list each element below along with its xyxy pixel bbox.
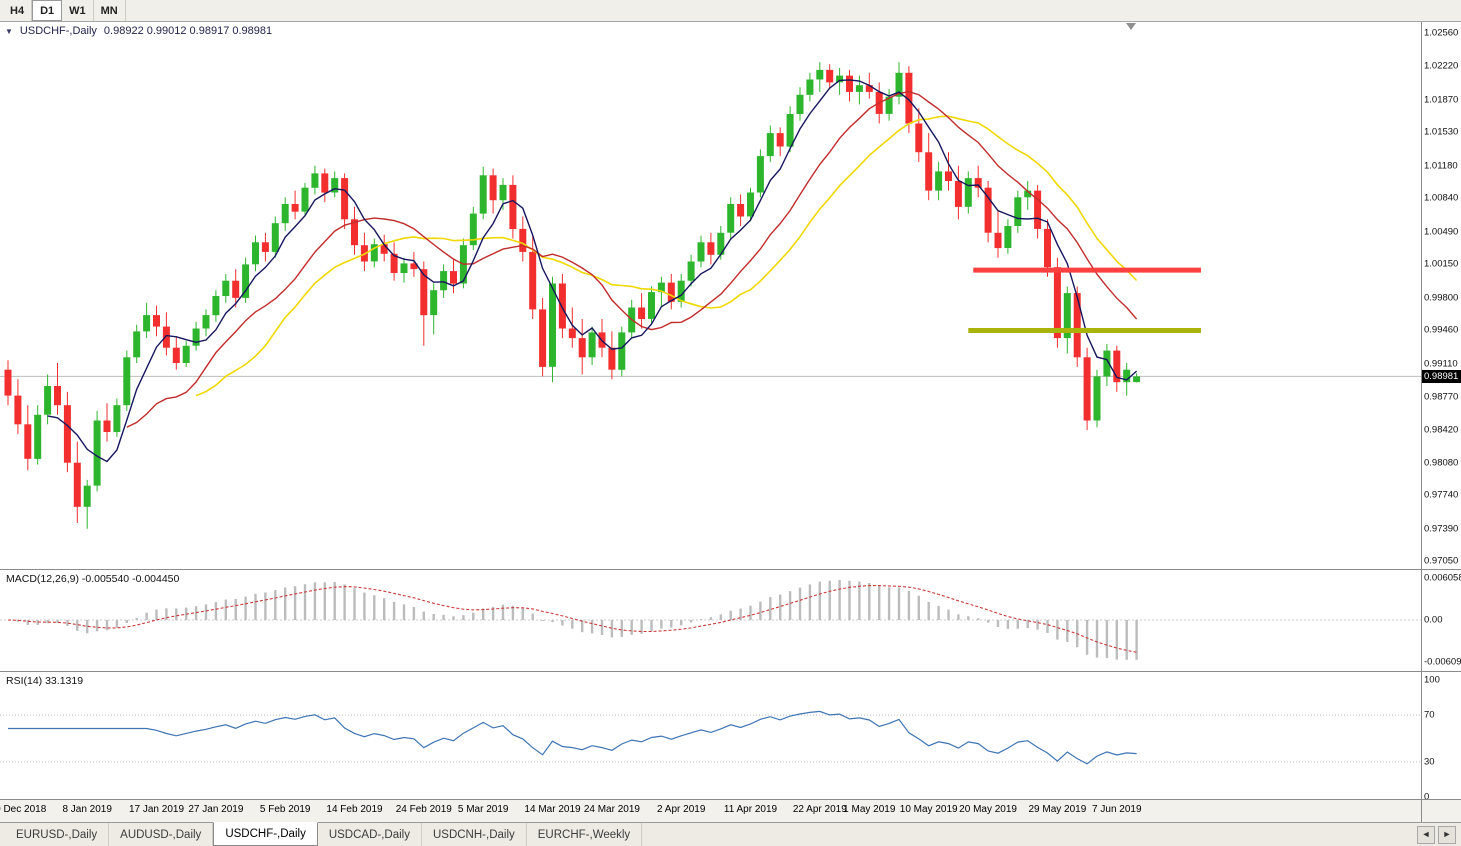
date-label: 11 Apr 2019 [723,804,778,815]
tab-usdcad-daily[interactable]: USDCAD-,Daily [318,823,422,846]
date-label: 5 Mar 2019 [457,804,509,815]
macd-label: MACD(12,26,9) -0.005540 -0.004450 [6,573,180,585]
tab-eurusd-daily[interactable]: EURUSD-,Daily [5,823,110,846]
chart-area: ▼ USDCHF-,Daily 0.98922 0.99012 0.98917 … [0,22,1461,822]
price-scale-label: 1.00840 [1424,192,1459,204]
date-label: 14 Mar 2019 [524,804,581,815]
price-scale-label: 0.98080 [1424,457,1459,469]
rsi-scale-label: 100 [1424,674,1440,686]
current-price-badge: 0.98981 [1422,369,1461,383]
timeframe-mn-button[interactable]: MN [94,0,126,21]
price-scale-label: 1.00490 [1424,226,1459,238]
date-label: 29 May 2019 [1028,804,1087,815]
timeframe-toolbar: H4 D1 W1 MN [0,0,1461,22]
date-label: 1 May 2019 [843,804,896,815]
price-scale-label: 0.99110 [1424,358,1458,370]
tab-label: AUDUSD-,Daily [120,828,202,841]
chart-symbol-label: USDCHF-,Daily [19,25,97,37]
chart-ohlc-label: 0.98922 0.99012 0.98917 0.98981 [103,25,273,37]
tab-usdcnh-daily[interactable]: USDCNH-,Daily [422,823,527,846]
price-scale-label: 0.98420 [1424,424,1459,436]
tab-audusd-daily[interactable]: AUDUSD-,Daily [109,823,214,846]
date-label: 20 May 2019 [959,804,1017,815]
tab-label: USDCAD-,Daily [328,828,410,841]
date-label: 24 Feb 2019 [395,804,452,815]
date-label: 30 Dec 2018 [0,804,47,815]
main-chart-panel[interactable]: ▼ USDCHF-,Daily 0.98922 0.99012 0.98917 … [0,22,1421,570]
macd-scale-label: 0.00 [1424,614,1443,626]
price-scale-label: 0.99800 [1424,292,1459,304]
timeframe-w1-button[interactable]: W1 [62,0,94,21]
price-scale-label: 1.02220 [1424,60,1459,72]
tab-label: EURUSD-,Daily [16,828,98,841]
tab-label: USDCHF-,Daily [225,828,306,840]
date-label: 27 Jan 2019 [188,804,244,815]
axis-corner [1421,800,1461,822]
tab-scroll-controls: ◄ ► [1417,823,1461,846]
date-label: 10 May 2019 [899,804,958,815]
tab-label: EURCHF-,Weekly [537,828,631,841]
date-label: 22 Apr 2019 [792,804,847,815]
date-label: 24 Mar 2019 [583,804,640,815]
rsi-scale-label: 70 [1424,709,1435,721]
price-scale-label: 0.97050 [1424,555,1459,567]
tab-eurchf-weekly[interactable]: EURCHF-,Weekly [527,823,643,846]
date-label: 8 Jan 2019 [62,804,112,815]
price-scale-label: 0.97390 [1424,523,1459,535]
price-scale-label: 1.01530 [1424,126,1459,138]
date-label: 14 Feb 2019 [326,804,383,815]
macd-scale-label: -0.006096 [1424,656,1461,668]
rsi-panel[interactable]: RSI(14) 33.1319 [0,672,1421,800]
macd-panel[interactable]: MACD(12,26,9) -0.005540 -0.004450 [0,570,1421,672]
rsi-scale-label: 0 [1424,791,1430,800]
chart-tabs-bar: EURUSD-,Daily AUDUSD-,Daily USDCHF-,Dail… [0,822,1461,846]
rsi-scale: 100 70 30 0 [1421,672,1461,800]
tabs-scroll-right-button[interactable]: ► [1438,825,1456,844]
rsi-scale-label: 30 [1424,756,1435,768]
collapse-triangle-icon[interactable]: ▼ [5,27,13,36]
price-scale-label: 0.97740 [1424,489,1459,501]
date-label: 7 Jun 2019 [1092,804,1142,815]
price-scale-label: 1.01870 [1424,94,1459,106]
macd-chart [0,580,1421,660]
chart-title: ▼ USDCHF-,Daily 0.98922 0.99012 0.98917 … [5,25,272,38]
price-scale-label: 1.00150 [1424,258,1459,270]
price-scale-label: 0.99460 [1424,324,1459,336]
macd-scale: 0.006058 0.00 -0.006096 [1421,570,1461,672]
tabs-scroll-left-button[interactable]: ◄ [1417,825,1435,844]
candlestick-chart[interactable] [0,22,1421,569]
rsi-label: RSI(14) 33.1319 [6,675,84,687]
timeframe-h4-button[interactable]: H4 [3,0,33,21]
date-label: 17 Jan 2019 [128,804,185,815]
price-scale[interactable]: 0.98981 1.02560 1.02220 1.01870 1.01530 1.01… [1421,22,1461,570]
tab-usdchf-daily[interactable]: USDCHF-,Daily [213,822,318,846]
tab-label: USDCNH-,Daily [432,828,515,841]
price-scale-label: 0.98770 [1424,391,1459,403]
price-scale-label: 1.01180 [1424,160,1458,172]
price-scale-label: 1.02560 [1424,27,1459,39]
date-label: 5 Feb 2019 [259,804,311,815]
rsi-chart [0,710,1421,765]
timeframe-d1-button[interactable]: D1 [32,0,63,21]
chart-shift-marker-icon[interactable] [1126,23,1136,30]
date-label: 2 Apr 2019 [657,804,706,815]
macd-scale-label: 0.006058 [1424,572,1461,584]
